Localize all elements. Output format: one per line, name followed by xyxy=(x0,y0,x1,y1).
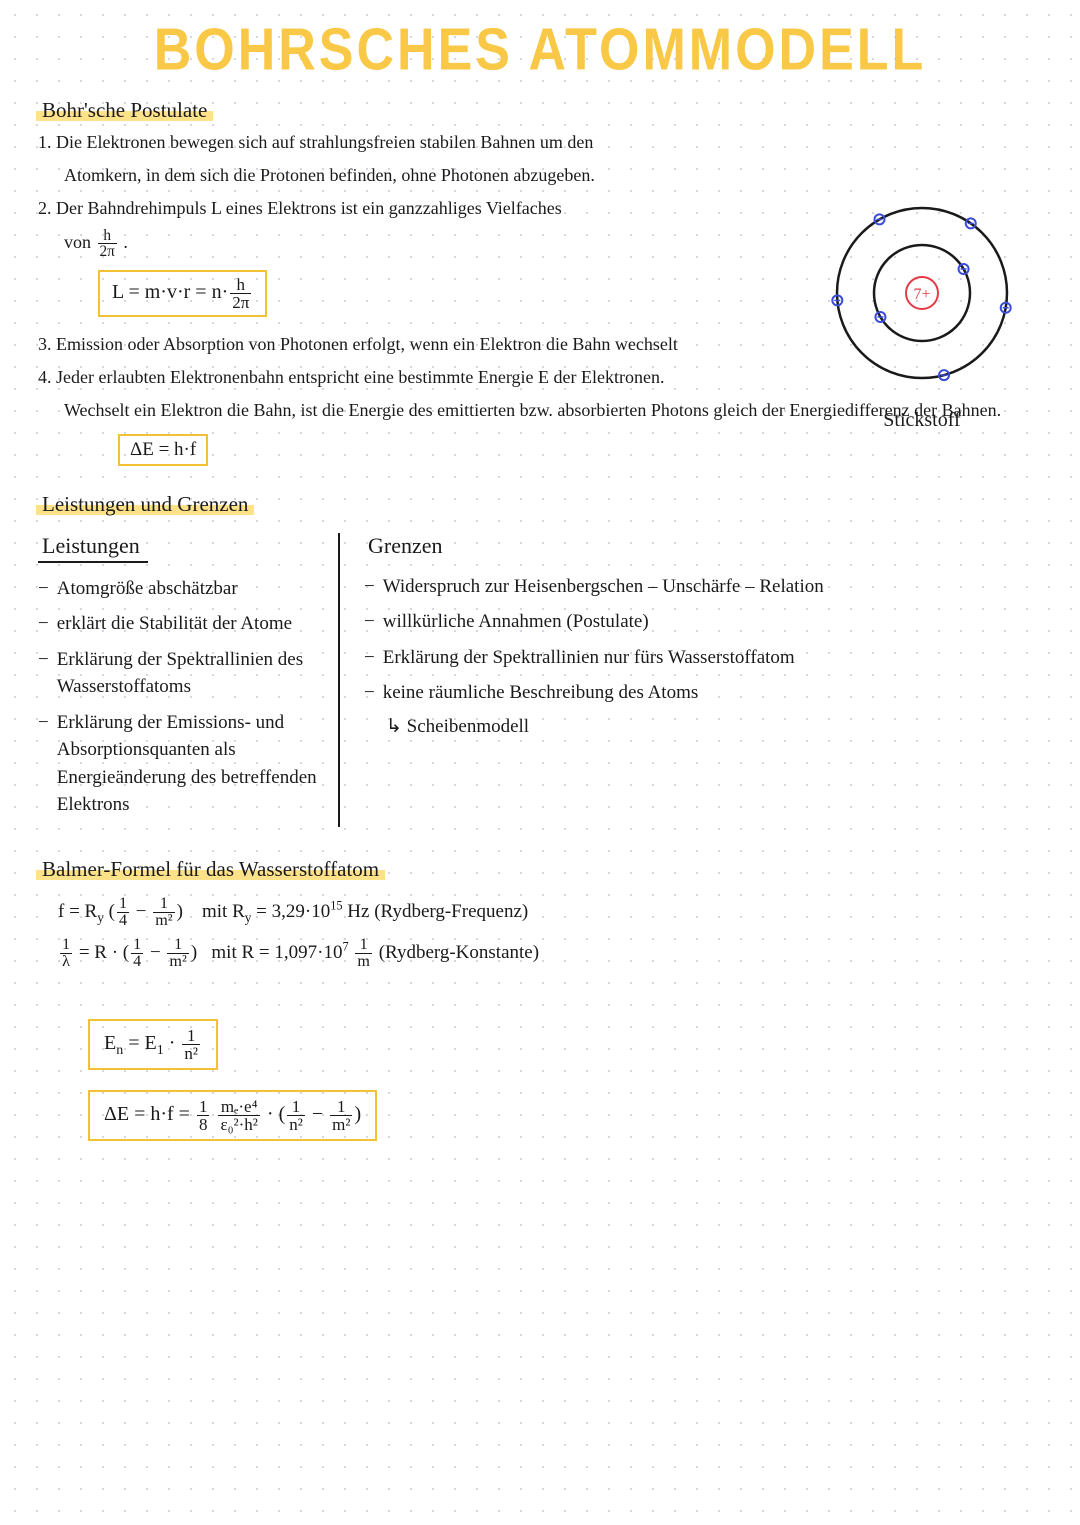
leistungen-item: −Erklärung der Spektrallinien des Wasser… xyxy=(38,646,318,701)
grenzen-item: −Widerspruch zur Heisenbergschen – Unsch… xyxy=(364,573,1042,601)
column-grenzen: Grenzen −Widerspruch zur Heisenbergschen… xyxy=(338,533,1042,827)
grenzen-item: −willkürliche Annahmen (Postulate) xyxy=(364,608,1042,636)
leistungen-item: −Erklärung der Emissions- und Absorption… xyxy=(38,709,318,819)
leistungen-item: −Atomgröße abschätzbar xyxy=(38,575,318,603)
balmer-line-1: f = Ry (14 − 1m²) mit Ry = 3,29·1015 Hz … xyxy=(58,896,1042,929)
formula-box-angular-momentum: L = m·v·r = n·h2π xyxy=(98,270,267,317)
column-leistungen: Leistungen −Atomgröße abschätzbar −erklä… xyxy=(38,533,338,827)
grenzen-item: −Erklärung der Spektrallinien nur fürs W… xyxy=(364,644,1042,672)
svg-text:7+: 7+ xyxy=(913,286,930,303)
balmer-section: Balmer-Formel für das Wasserstoffatom f … xyxy=(38,857,1042,1151)
section-header-balmer: Balmer-Formel für das Wasserstoffatom xyxy=(38,857,383,882)
section-header-leistungen: Leistungen und Grenzen xyxy=(38,492,252,517)
formula-box-delta-e: ΔE = h·f = 18 mₑ·e⁴ε₀²·h² · (1n² − 1m²) xyxy=(88,1090,377,1141)
postulate-line-1: 1. Die Elektronen bewegen sich auf strah… xyxy=(38,129,738,156)
postulate-line-1b: Atomkern, in dem sich die Protonen befin… xyxy=(38,162,738,189)
col-header-grenzen: Grenzen xyxy=(364,533,451,561)
atom-diagram: 7+ Stickstoff xyxy=(812,188,1032,448)
postulate-line-2b: von h2π . xyxy=(38,228,738,260)
col-header-leistungen: Leistungen xyxy=(38,533,148,563)
leistungen-item: −erklärt die Stabilität der Atome xyxy=(38,610,318,638)
formula-box-energy: ΔE = h·f xyxy=(118,434,208,466)
atom-label: Stickstoff xyxy=(812,409,1032,432)
postulate-line-2: 2. Der Bahndrehimpuls L eines Elektrons … xyxy=(38,195,738,222)
balmer-line-2: 1λ = R · (14 − 1m²) mit R = 1,097·107 1m… xyxy=(58,937,1042,970)
content-area: 7+ Stickstoff Bohr'sche Postulate 1. Die… xyxy=(38,98,1042,1151)
grenzen-subitem: ↳ Scheibenmodell xyxy=(364,715,1042,738)
postulate-line-3: 3. Emission oder Absorption von Photonen… xyxy=(38,331,938,358)
section-header-postulate: Bohr'sche Postulate xyxy=(38,98,211,123)
formula-box-en: En = E1 · 1n² xyxy=(88,1019,218,1070)
grenzen-item: −keine räumliche Beschreibung des Atoms xyxy=(364,679,1042,707)
page-title: BOHRSCHES ATOMMODELL xyxy=(38,16,1042,85)
two-column-table: Leistungen −Atomgröße abschätzbar −erklä… xyxy=(38,533,1042,827)
